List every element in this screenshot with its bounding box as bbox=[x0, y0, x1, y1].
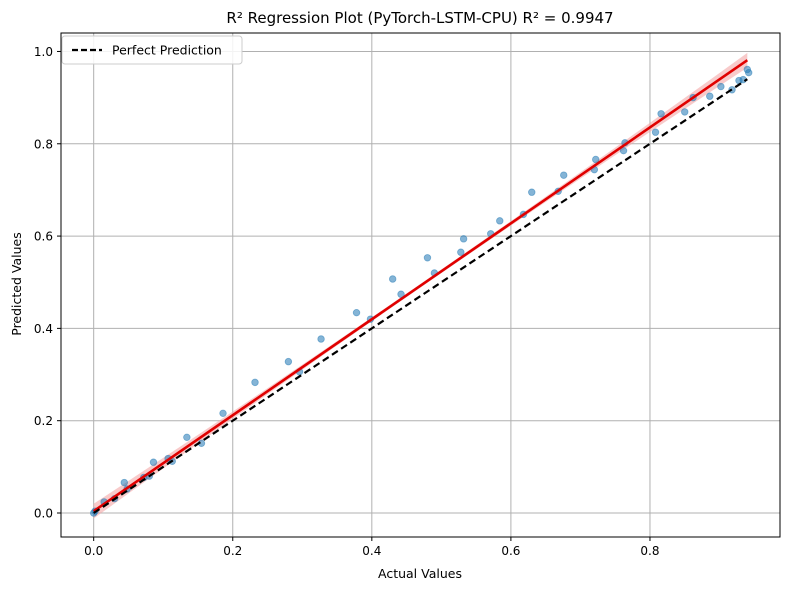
y-tick-label: 0.0 bbox=[34, 507, 53, 521]
lines bbox=[92, 59, 749, 514]
y-tick-label: 0.6 bbox=[34, 230, 53, 244]
scatter-point bbox=[317, 335, 325, 343]
scatter-point bbox=[120, 478, 128, 487]
scatter-point bbox=[717, 82, 725, 91]
scatter-point bbox=[651, 128, 660, 136]
scatter-point bbox=[284, 357, 293, 366]
scatter-point bbox=[423, 254, 432, 262]
x-tick-label: 0.8 bbox=[640, 544, 659, 558]
y-tick-label: 0.4 bbox=[34, 322, 53, 336]
scatter-point bbox=[681, 108, 689, 116]
x-tick-label: 0.0 bbox=[84, 544, 103, 558]
scatter-point bbox=[745, 68, 753, 77]
legend: Perfect Prediction bbox=[61, 35, 243, 65]
scatter-point bbox=[397, 290, 405, 298]
scatter-point bbox=[459, 235, 468, 243]
scatter-point bbox=[528, 188, 536, 196]
scatter-point bbox=[219, 409, 227, 418]
legend-box bbox=[61, 35, 243, 65]
scatter-point bbox=[457, 248, 465, 256]
scatter-point bbox=[388, 275, 397, 283]
scatter-point bbox=[149, 458, 158, 466]
x-tick-label: 0.4 bbox=[362, 544, 381, 558]
scatter-point bbox=[560, 171, 568, 179]
legend-label-perfect-prediction: Perfect Prediction bbox=[112, 43, 222, 58]
x-tick-label: 0.2 bbox=[223, 544, 242, 558]
x-axis-label: Actual Values bbox=[378, 566, 462, 581]
x-tick-label: 0.6 bbox=[501, 544, 520, 558]
y-axis-label: Predicted Values bbox=[9, 232, 24, 336]
y-tick-label: 0.8 bbox=[34, 137, 53, 151]
axis-ticks: 0.0 0.2 0.4 0.6 0.8 0.0 0.2 0.4 0.6 0.8 1.0 bbox=[34, 45, 660, 558]
scatter-point bbox=[251, 378, 259, 387]
y-tick-label: 1.0 bbox=[34, 45, 53, 59]
chart-title: R² Regression Plot (PyTorch-LSTM-CPU) R²… bbox=[226, 9, 613, 27]
y-tick-label: 0.2 bbox=[34, 414, 53, 428]
perfect-prediction-line bbox=[93, 78, 748, 514]
scatter-point bbox=[619, 146, 628, 155]
scatter-point bbox=[657, 110, 665, 118]
plot-frame bbox=[60, 32, 781, 538]
regression-fit-line bbox=[92, 59, 749, 513]
scatter-point bbox=[496, 217, 504, 225]
scatter-point bbox=[592, 155, 600, 164]
scatter-point bbox=[183, 433, 191, 442]
scatter-point bbox=[706, 92, 714, 100]
scatter-point bbox=[352, 308, 361, 317]
